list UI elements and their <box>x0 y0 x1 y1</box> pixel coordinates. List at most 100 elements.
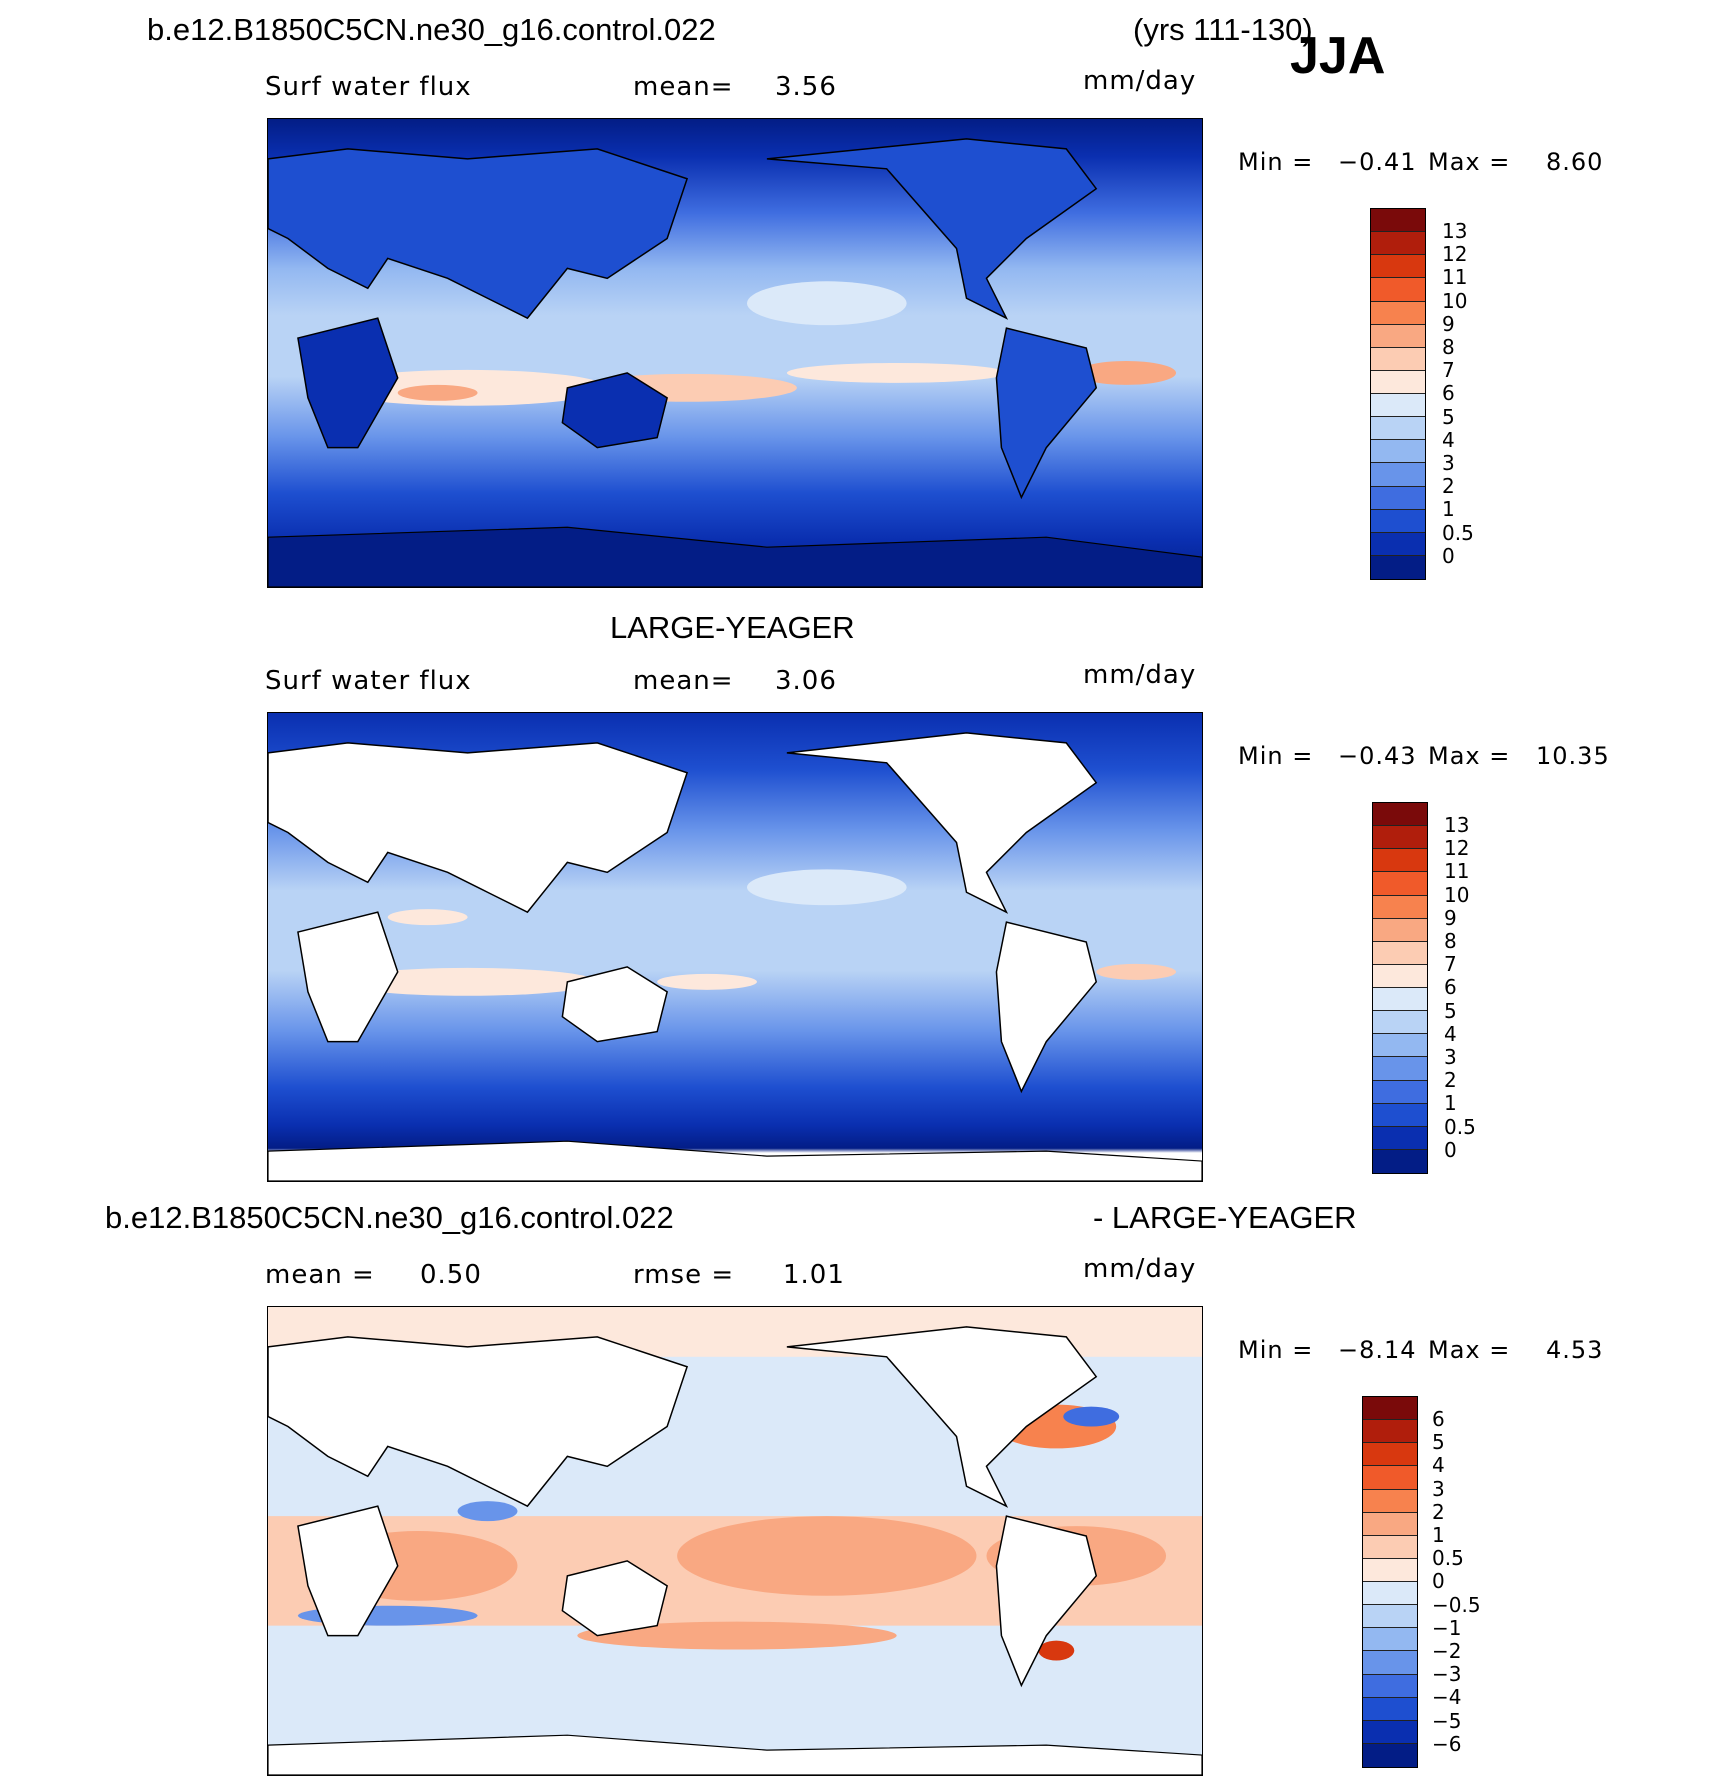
panel2-colorbar <box>1372 802 1428 1174</box>
panel3-title-right: - LARGE-YEAGER <box>1093 1200 1357 1235</box>
colorbar-tick-label: −5 <box>1432 1708 1462 1733</box>
colorbar-swatch <box>1373 1080 1427 1104</box>
panel1-min-label: Min = <box>1238 148 1314 176</box>
panel3-mean-value: 0.50 <box>420 1260 482 1290</box>
panel1-units: mm/day <box>1083 66 1197 96</box>
panel1-max-label: Max = <box>1428 148 1511 176</box>
colorbar-swatch <box>1363 1420 1417 1444</box>
colorbar-swatch <box>1373 964 1427 988</box>
panel2-max-value: 10.35 <box>1536 742 1610 770</box>
colorbar-tick-label: 13 <box>1442 219 1468 243</box>
panel3-min-label: Min = <box>1238 1336 1314 1364</box>
colorbar-tick-label: 4 <box>1432 1453 1445 1478</box>
panel2-max-label: Max = <box>1428 742 1511 770</box>
colorbar-tick-label: 2 <box>1442 474 1455 499</box>
colorbar-tick-label: −1 <box>1432 1615 1462 1640</box>
colorbar-swatch <box>1373 918 1427 942</box>
colorbar-swatch <box>1363 1674 1417 1698</box>
colorbar-swatch <box>1373 849 1427 873</box>
colorbar-swatch <box>1371 394 1425 418</box>
colorbar-tick-label: 0.5 <box>1442 520 1474 545</box>
colorbar-tick-label: 6 <box>1442 381 1455 406</box>
colorbar-tick-label: 5 <box>1444 998 1457 1023</box>
colorbar-tick-label: 7 <box>1442 358 1455 383</box>
colorbar-swatch <box>1363 1605 1417 1629</box>
colorbar-swatch <box>1373 1103 1427 1127</box>
colorbar-swatch <box>1373 988 1427 1012</box>
colorbar-swatch <box>1371 509 1425 533</box>
case-title: b.e12.B1850C5CN.ne30_g16.control.022 <box>147 12 716 47</box>
panel3-map <box>267 1306 1203 1776</box>
panel1-map <box>267 118 1203 588</box>
colorbar-tick-label: 9 <box>1444 905 1457 930</box>
colorbar-swatch <box>1371 370 1425 394</box>
panel3-units: mm/day <box>1083 1254 1197 1284</box>
colorbar-tick-label: 8 <box>1444 929 1457 953</box>
colorbar-swatch <box>1371 347 1425 371</box>
panel1-min-value: −0.41 <box>1338 148 1417 176</box>
colorbar-swatch <box>1363 1489 1417 1513</box>
panel2-field-label: Surf water flux <box>265 666 472 696</box>
panel2-map <box>267 712 1203 1182</box>
colorbar-tick-label: 6 <box>1444 975 1457 1000</box>
colorbar-tick-label: 5 <box>1432 1430 1445 1455</box>
colorbar-tick-label: 13 <box>1444 813 1470 837</box>
colorbar-swatch <box>1363 1628 1417 1652</box>
panel1-colorbar <box>1370 208 1426 580</box>
colorbar-swatch <box>1363 1697 1417 1721</box>
panel2-title: LARGE-YEAGER <box>610 610 855 645</box>
colorbar-tick-label: 2 <box>1444 1068 1457 1093</box>
colorbar-swatch <box>1363 1582 1417 1606</box>
years-label: (yrs 111-130) <box>1133 12 1313 47</box>
colorbar-swatch <box>1371 278 1425 302</box>
panel3-title-left: b.e12.B1850C5CN.ne30_g16.control.022 <box>105 1200 674 1235</box>
colorbar-tick-label: 11 <box>1442 265 1468 290</box>
colorbar-swatch <box>1371 324 1425 348</box>
colorbar-swatch <box>1371 532 1425 556</box>
colorbar-swatch <box>1371 301 1425 325</box>
colorbar-swatch <box>1373 1126 1427 1150</box>
colorbar-tick-label: 12 <box>1442 242 1468 267</box>
colorbar-tick-label: 6 <box>1432 1407 1445 1431</box>
colorbar-swatch <box>1371 463 1425 487</box>
colorbar-tick-label: 1 <box>1442 497 1455 522</box>
colorbar-swatch <box>1373 803 1427 827</box>
colorbar-swatch <box>1363 1512 1417 1536</box>
season-label: JJA <box>1290 27 1386 85</box>
colorbar-swatch <box>1373 1011 1427 1035</box>
colorbar-swatch <box>1363 1443 1417 1467</box>
colorbar-tick-label: 10 <box>1444 882 1470 907</box>
panel3-colorbar <box>1362 1396 1418 1768</box>
colorbar-tick-label: 1 <box>1432 1523 1445 1547</box>
colorbar-swatch <box>1373 895 1427 919</box>
panel2-units: mm/day <box>1083 660 1197 690</box>
colorbar-tick-label: 4 <box>1442 427 1455 452</box>
panel2-mean-label: mean= <box>633 666 734 696</box>
colorbar-tick-label: −6 <box>1432 1731 1462 1756</box>
colorbar-tick-label: 5 <box>1442 404 1455 429</box>
colorbar-swatch <box>1373 1149 1427 1173</box>
colorbar-swatch <box>1363 1466 1417 1490</box>
colorbar-swatch <box>1371 440 1425 464</box>
colorbar-tick-label: 4 <box>1444 1021 1457 1046</box>
colorbar-tick-label: 3 <box>1444 1045 1457 1069</box>
panel3-rmse-label: rmse = <box>633 1260 735 1290</box>
colorbar-swatch <box>1373 872 1427 896</box>
colorbar-swatch <box>1363 1397 1417 1421</box>
colorbar-swatch <box>1371 486 1425 510</box>
colorbar-tick-label: 8 <box>1442 335 1455 359</box>
colorbar-tick-label: 0.5 <box>1444 1114 1476 1139</box>
colorbar-swatch <box>1363 1558 1417 1582</box>
panel1-mean-label: mean= <box>633 72 734 102</box>
colorbar-swatch <box>1371 209 1425 233</box>
colorbar-swatch <box>1371 555 1425 579</box>
colorbar-tick-label: −2 <box>1432 1639 1462 1663</box>
colorbar-tick-label: 10 <box>1442 288 1468 313</box>
colorbar-swatch <box>1373 1034 1427 1058</box>
panel1-mean-value: 3.56 <box>775 72 837 102</box>
panel3-mean-label: mean = <box>265 1260 375 1290</box>
colorbar-tick-label: 11 <box>1444 859 1470 884</box>
panel2-min-value: −0.43 <box>1338 742 1417 770</box>
colorbar-swatch <box>1371 255 1425 279</box>
panel1-field-label: Surf water flux <box>265 72 472 102</box>
